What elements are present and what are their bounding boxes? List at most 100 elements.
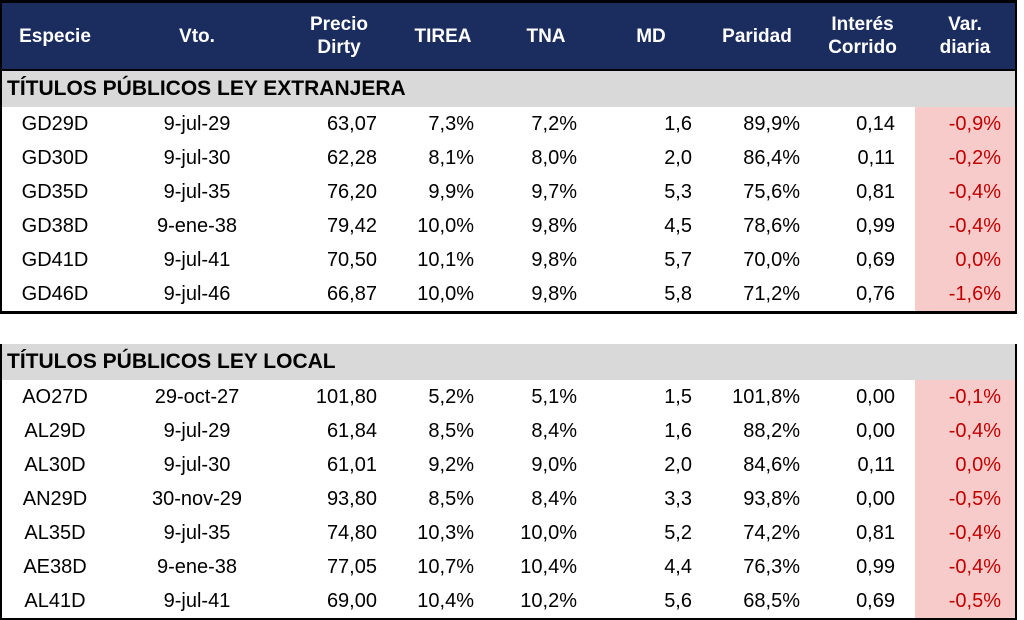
cell-tna: 9,8% [531,214,577,237]
cell-tna: 7,2% [531,112,577,135]
cell-especie: GD41D [21,248,89,271]
cell-vto: 9-jul-30 [163,453,231,476]
cell-interes-corrido: 0,81 [856,521,895,544]
table-block-foreign-law: Especie Vto. Precio Dirty TIREA TNA MD P… [0,0,1017,314]
cell-paridad: 78,6% [743,214,800,237]
cell-precio-dirty: 74,80 [326,521,377,544]
cell-precio-dirty: 63,07 [326,112,377,135]
blank-spacer-row [0,314,1024,344]
cell-vto: 9-jul-29 [163,419,231,442]
cell-var-diaria: -1,6% [915,277,1015,311]
cell-tna: 9,8% [531,282,577,305]
table-row: GD29D 9-jul-29 63,07 7,3% 7,2% 1,6 89,9% 0,14 -0… [2,107,1015,141]
cell-especie: AN29D [22,487,88,510]
cell-especie: GD30D [21,146,89,169]
section-title-ley-local: TÍTULOS PÚBLICOS LEY LOCAL [2,344,1015,380]
cell-tna: 9,7% [531,180,577,203]
cell-paridad: 101,8% [732,385,800,408]
cell-precio-dirty: 70,50 [326,248,377,271]
col-header-paridad: Paridad [722,25,792,47]
cell-vto: 30-nov-29 [151,487,243,510]
cell-vto: 9-ene-38 [156,214,238,237]
cell-tirea: 9,2% [428,453,474,476]
cell-tirea: 8,1% [428,146,474,169]
cell-var-diaria: 0,0% [915,448,1015,482]
cell-interes-corrido: 0,00 [856,385,895,408]
cell-md: 5,6 [664,589,692,612]
cell-md: 1,6 [664,419,692,442]
table-body-ley-local: AO27D 29-oct-27 101,80 5,2% 5,1% 1,5 101,8% 0,0… [2,380,1015,618]
cell-vto: 9-jul-29 [163,112,231,135]
cell-tna: 8,0% [531,146,577,169]
cell-md: 5,3 [664,180,692,203]
cell-var-diaria: -0,4% [915,414,1015,448]
cell-vto: 9-jul-35 [163,521,231,544]
cell-interes-corrido: 0,14 [856,112,895,135]
cell-tirea: 8,5% [428,419,474,442]
cell-interes-corrido: 0,11 [857,146,895,169]
cell-precio-dirty: 61,84 [326,419,377,442]
cell-especie: AL30D [24,453,86,476]
cell-especie: AE38D [23,555,87,578]
cell-var-diaria: -0,4% [915,209,1015,243]
cell-vto: 29-oct-27 [154,385,240,408]
col-header-vto: Vto. [179,25,215,47]
cell-md: 5,7 [664,248,692,271]
cell-tna: 9,8% [531,248,577,271]
cell-md: 5,8 [664,282,692,305]
cell-var-diaria: -0,9% [915,107,1015,141]
cell-interes-corrido: 0,00 [856,419,895,442]
cell-especie: AO27D [22,385,88,408]
cell-md: 4,4 [664,555,692,578]
cell-tna: 9,0% [531,453,577,476]
table-row: GD35D 9-jul-35 76,20 9,9% 9,7% 5,3 75,6% 0,81 -0… [2,175,1015,209]
section-title-ley-extranjera: TÍTULOS PÚBLICOS LEY EXTRANJERA [2,71,1015,107]
cell-md: 1,5 [664,385,692,408]
cell-especie: AL41D [24,589,86,612]
cell-precio-dirty: 66,87 [326,282,377,305]
cell-tirea: 10,3% [417,521,474,544]
col-header-tirea: TIREA [414,25,472,47]
cell-precio-dirty: 79,42 [326,214,377,237]
cell-paridad: 89,9% [743,112,800,135]
cell-var-diaria: -0,2% [915,141,1015,175]
cell-especie: AL35D [24,521,86,544]
cell-md: 4,5 [664,214,692,237]
cell-var-diaria: -0,4% [915,550,1015,584]
cell-tirea: 10,1% [417,248,474,271]
cell-vto: 9-ene-38 [156,555,238,578]
cell-tirea: 7,3% [428,112,474,135]
cell-precio-dirty: 69,00 [326,589,377,612]
cell-tna: 8,4% [531,487,577,510]
cell-vto: 9-jul-35 [163,180,231,203]
col-header-precio-dirty: Precio Dirty [309,14,369,58]
table-row: AL35D 9-jul-35 74,80 10,3% 10,0% 5,2 74,2% 0,81… [2,516,1015,550]
cell-especie: GD38D [21,214,89,237]
table-row: AL29D 9-jul-29 61,84 8,5% 8,4% 1,6 88,2% 0,00 -0… [2,414,1015,448]
cell-md: 3,3 [664,487,692,510]
cell-precio-dirty: 101,80 [315,385,377,408]
table-row: AL41D 9-jul-41 69,00 10,4% 10,2% 5,6 68,5% 0,69… [2,584,1015,618]
cell-paridad: 88,2% [743,419,800,442]
cell-tirea: 10,7% [417,555,474,578]
cell-tirea: 8,5% [428,487,474,510]
cell-interes-corrido: 0,11 [857,453,895,476]
cell-tirea: 10,0% [417,214,474,237]
cell-vto: 9-jul-41 [163,248,231,271]
cell-especie: GD29D [21,112,89,135]
cell-paridad: 76,3% [743,555,800,578]
cell-interes-corrido: 0,81 [856,180,895,203]
cell-interes-corrido: 0,99 [856,214,895,237]
cell-interes-corrido: 0,00 [856,487,895,510]
cell-tirea: 9,9% [428,180,474,203]
cell-var-diaria: -0,4% [915,516,1015,550]
table-body-ley-extranjera: GD29D 9-jul-29 63,07 7,3% 7,2% 1,6 89,9% 0,14 -0… [2,107,1015,311]
cell-precio-dirty: 76,20 [326,180,377,203]
col-header-tna: TNA [526,25,566,47]
cell-vto: 9-jul-46 [163,282,231,305]
table-row: AN29D 30-nov-29 93,80 8,5% 8,4% 3,3 93,8% 0,00-… [2,482,1015,516]
cell-precio-dirty: 77,05 [326,555,377,578]
cell-var-diaria: -0,5% [915,482,1015,516]
cell-tna: 10,4% [520,555,577,578]
